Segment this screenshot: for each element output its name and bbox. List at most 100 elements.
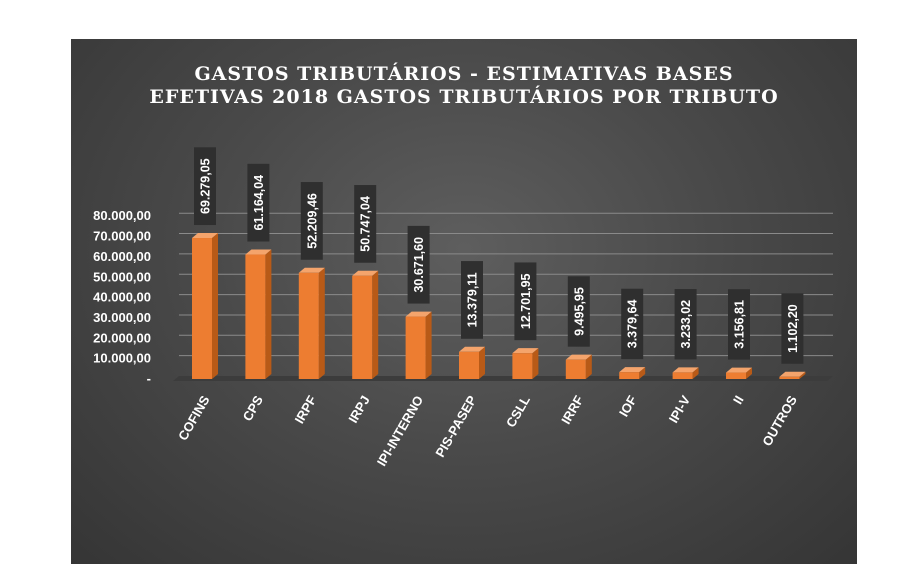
data-label-box bbox=[621, 288, 644, 360]
data-label-text: 12.701,95 bbox=[519, 273, 533, 329]
bar-top bbox=[619, 367, 646, 373]
bar-top bbox=[405, 311, 432, 317]
bar-side bbox=[425, 311, 432, 379]
data-label-box bbox=[674, 289, 697, 360]
x-tick-label: CPS bbox=[240, 393, 267, 424]
bar-front bbox=[245, 254, 266, 379]
data-label-text: 69.279,05 bbox=[199, 158, 213, 214]
data-label: 61.164,04 bbox=[247, 163, 270, 242]
data-label: 50.747,04 bbox=[354, 185, 377, 263]
bar bbox=[619, 367, 646, 379]
data-label-box bbox=[728, 289, 750, 360]
x-tick-label: PIS-PASEP bbox=[432, 393, 479, 460]
y-tick-label: 80.000,00 bbox=[93, 208, 151, 223]
bar-front bbox=[565, 359, 586, 379]
chart-area: GASTOS TRIBUTÁRIOS - ESTIMATIVAS BASES E… bbox=[71, 39, 857, 564]
data-label: 12.701,95 bbox=[514, 262, 537, 341]
bar-top bbox=[672, 367, 699, 373]
data-label-text: 61.164,04 bbox=[252, 175, 266, 231]
bar-top bbox=[192, 233, 218, 239]
bar-side bbox=[318, 267, 325, 379]
x-tick-label: II bbox=[730, 393, 747, 407]
x-tick-label: COFINS bbox=[175, 393, 213, 443]
gridlines bbox=[179, 212, 833, 357]
data-label: 3.233,02 bbox=[674, 289, 697, 360]
bar-front bbox=[352, 275, 373, 379]
bar-side bbox=[746, 367, 752, 379]
data-label-text: 9.495,95 bbox=[572, 287, 586, 336]
data-label-text: 3.156,81 bbox=[733, 300, 747, 349]
bar-front bbox=[672, 372, 693, 379]
bar-side bbox=[585, 354, 592, 379]
x-tick-label: IPI-V bbox=[666, 393, 694, 426]
data-label: 3.379,64 bbox=[621, 288, 644, 360]
data-label-box bbox=[461, 261, 483, 339]
data-label-text: 3.379,64 bbox=[626, 300, 640, 349]
bar bbox=[672, 367, 699, 379]
y-tick-label: 40.000,00 bbox=[93, 290, 151, 305]
chart-title-line-1: GASTOS TRIBUTÁRIOS - ESTIMATIVAS BASES bbox=[194, 62, 733, 85]
bar-side bbox=[799, 371, 806, 379]
bar bbox=[779, 371, 806, 379]
data-label-box bbox=[781, 293, 804, 364]
bar-front bbox=[405, 316, 426, 379]
bar-top bbox=[352, 270, 379, 276]
y-tick-label: 30.000,00 bbox=[93, 310, 151, 325]
bar-chart: GASTOS TRIBUTÁRIOS - ESTIMATIVAS BASES E… bbox=[93, 62, 833, 469]
y-tick-label: 70.000,00 bbox=[93, 229, 151, 244]
data-label: 52.209,46 bbox=[300, 182, 323, 260]
bar-front bbox=[459, 351, 479, 379]
data-label-box bbox=[354, 185, 377, 263]
data-label-box bbox=[567, 276, 590, 347]
y-tick-label: 60.000,00 bbox=[93, 249, 151, 264]
y-tick-label: 20.000,00 bbox=[93, 330, 151, 345]
data-label-text: 3.233,02 bbox=[679, 300, 693, 349]
x-axis-ticks: COFINS CPS IRPF IRPJ IPI-INTERNO PIS-PASEP CSL… bbox=[175, 393, 800, 469]
x-tick-label: IRRF bbox=[558, 393, 586, 427]
x-tick-label: OUTROS bbox=[759, 393, 800, 449]
bar-side bbox=[372, 270, 379, 379]
data-label: 69.279,05 bbox=[194, 147, 216, 226]
bar-front bbox=[779, 376, 800, 379]
x-tick-label: IOF bbox=[616, 393, 640, 419]
bar-front bbox=[512, 353, 533, 379]
floor-plane bbox=[173, 376, 833, 381]
data-label-text: 1.102,20 bbox=[786, 304, 800, 353]
bar bbox=[192, 233, 218, 379]
bar-top bbox=[565, 354, 592, 360]
data-label-text: 50.747,04 bbox=[359, 196, 373, 252]
x-tick-label: CSLL bbox=[503, 393, 533, 430]
bar-top bbox=[779, 371, 806, 377]
data-label-box bbox=[300, 182, 323, 260]
bar bbox=[405, 311, 432, 379]
bar-top bbox=[298, 267, 325, 273]
data-label: 30.671,60 bbox=[407, 225, 430, 304]
data-label: 3.156,81 bbox=[728, 289, 750, 360]
bar bbox=[459, 346, 485, 379]
bar-front bbox=[298, 272, 319, 379]
bar-side bbox=[692, 367, 699, 379]
data-label: 1.102,20 bbox=[781, 293, 804, 364]
bar-side bbox=[479, 346, 485, 379]
x-tick-label: IPI-INTERNO bbox=[374, 393, 426, 469]
bar-top bbox=[512, 348, 539, 354]
bar-front bbox=[192, 238, 212, 379]
y-tick-label: - bbox=[147, 371, 151, 386]
bar bbox=[352, 270, 379, 379]
data-label: 9.495,95 bbox=[567, 276, 590, 347]
data-label-box bbox=[514, 262, 537, 341]
data-label-text: 30.671,60 bbox=[412, 237, 426, 293]
bar-top bbox=[245, 249, 272, 255]
chart-floor bbox=[173, 376, 833, 381]
data-label-text: 52.209,46 bbox=[305, 193, 319, 249]
bar-side bbox=[265, 249, 272, 379]
data-labels: 69.279,05 61.164,04 52.209,46 50.747,04 30.6… bbox=[194, 147, 804, 364]
y-tick-label: 50.000,00 bbox=[93, 269, 151, 284]
data-label-box bbox=[407, 225, 430, 304]
data-label-box bbox=[247, 163, 270, 242]
bar bbox=[245, 249, 272, 379]
data-label: 13.379,11 bbox=[461, 261, 483, 339]
bar bbox=[726, 367, 752, 379]
bar-side bbox=[639, 367, 646, 379]
x-tick-label: IRPJ bbox=[345, 393, 372, 426]
